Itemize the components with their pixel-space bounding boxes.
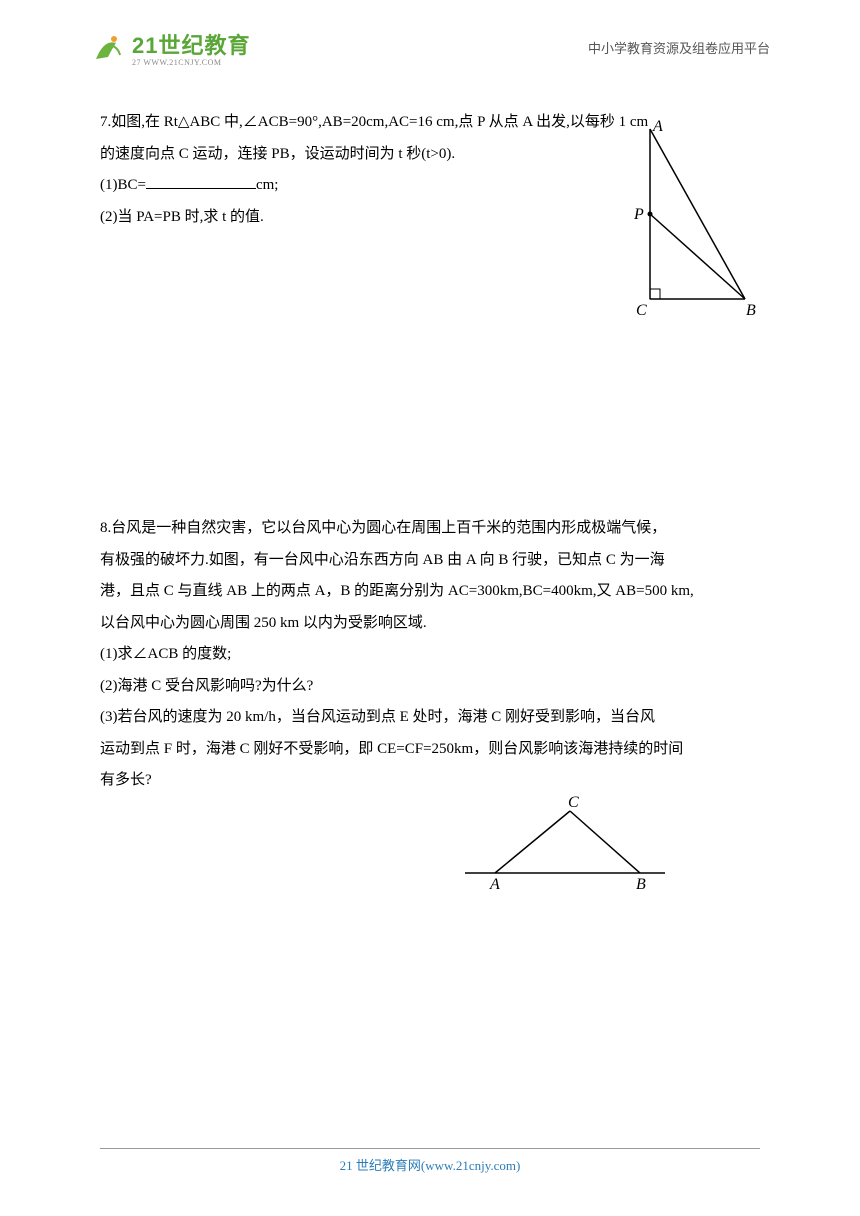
label-A: A [652, 119, 663, 135]
p7-part1-pre: (1)BC= [100, 177, 146, 193]
label-C: C [636, 302, 647, 319]
problem-8-part3c: 有多长? [100, 765, 760, 797]
problem-8-line3: 港，且点 C 与直线 AB 上的两点 A，B 的距离分别为 AC=300km,B… [100, 576, 760, 608]
logo-icon [90, 29, 128, 67]
problem-8-part1: (1)求∠ACB 的度数; [100, 639, 760, 671]
label-A8: A [489, 876, 500, 893]
page-content: A P C B 7.如图,在 Rt△ABC 中,∠ACB=90°,AB=20cm… [0, 77, 860, 797]
blank-input[interactable] [146, 174, 256, 189]
header-right-text: 中小学教育资源及组卷应用平台 [588, 38, 770, 57]
page-footer: 21 世纪教育网(www.21cnjy.com) [0, 1148, 860, 1174]
footer-url[interactable]: www.21cnjy.com [425, 1158, 516, 1173]
problem-8-part2: (2)海港 C 受台风影响吗?为什么? [100, 671, 760, 703]
figure-8: C A B [460, 793, 670, 906]
footer-text-pre: 21 世纪教育网( [340, 1158, 426, 1173]
footer-divider [100, 1148, 760, 1149]
problem-7: A P C B 7.如图,在 Rt△ABC 中,∠ACB=90°,AB=20cm… [100, 107, 760, 233]
p7-part1-post: cm; [256, 177, 279, 193]
problem-8-line2: 有极强的破坏力.如图，有一台风中心沿东西方向 AB 由 A 向 B 行驶，已知点… [100, 545, 760, 577]
label-C8: C [568, 794, 579, 811]
label-P: P [633, 206, 644, 223]
problem-8-line4: 以台风中心为圆心周围 250 km 以内为受影响区域. [100, 608, 760, 640]
page-header: 21世纪教育 27 WWW.21CNJY.COM 中小学教育资源及组卷应用平台 [0, 0, 860, 77]
logo-text-block: 21世纪教育 27 WWW.21CNJY.COM [132, 28, 250, 67]
problem-8: 8.台风是一种自然灾害，它以台风中心为圆心在周围上百千米的范围内形成极端气候， … [100, 513, 760, 797]
logo: 21世纪教育 27 WWW.21CNJY.COM [90, 28, 250, 67]
logo-main-text: 21世纪教育 [132, 28, 250, 60]
problem-8-part3a: (3)若台风的速度为 20 km/h，当台风运动到点 E 处时，海港 C 刚好受… [100, 702, 760, 734]
problem-8-line1: 8.台风是一种自然灾害，它以台风中心为圆心在周围上百千米的范围内形成极端气候， [100, 513, 760, 545]
label-B8: B [636, 876, 646, 893]
label-B: B [746, 302, 756, 319]
figure-7: A P C B [630, 119, 760, 337]
problem-8-part3b: 运动到点 F 时，海港 C 刚好不受影响，即 CE=CF=250km，则台风影响… [100, 734, 760, 766]
footer-text-post: ) [516, 1158, 520, 1173]
